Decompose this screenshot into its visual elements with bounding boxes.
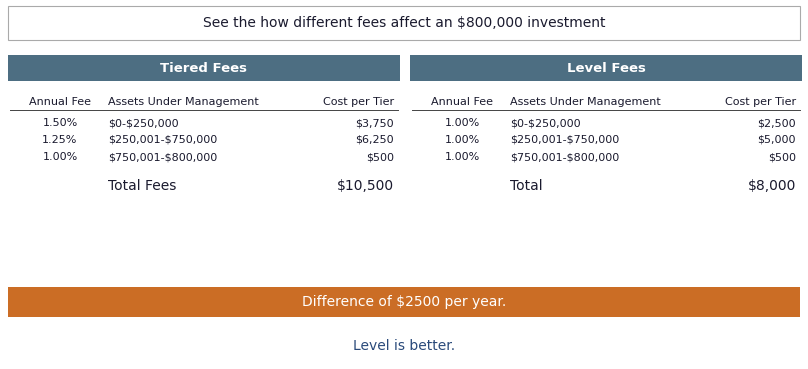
Text: \$3,750: \$3,750 (356, 118, 394, 128)
Bar (8, 6, 800, 40)
Text: \$8,000: \$8,000 (747, 179, 796, 193)
Text: \$250,001-\$750,000: \$250,001-\$750,000 (108, 135, 217, 145)
Text: Tiered Fees: Tiered Fees (161, 62, 247, 75)
Text: \$2,500: \$2,500 (757, 118, 796, 128)
Text: Cost per Tier: Cost per Tier (323, 97, 394, 107)
Text: Difference of \$2500 per year.: Difference of \$2500 per year. (302, 295, 506, 309)
Text: 1.25%: 1.25% (42, 135, 78, 145)
Text: \$500: \$500 (366, 152, 394, 162)
Text: \$0-\$250,000: \$0-\$250,000 (108, 118, 179, 128)
Text: Annual Fee: Annual Fee (431, 97, 493, 107)
Bar (410, 55, 802, 81)
Text: Assets Under Management: Assets Under Management (108, 97, 259, 107)
Text: Cost per Tier: Cost per Tier (725, 97, 796, 107)
Text: \$750,001-\$800,000: \$750,001-\$800,000 (510, 152, 619, 162)
Text: Annual Fee: Annual Fee (29, 97, 91, 107)
Text: \$10,500: \$10,500 (337, 179, 394, 193)
Text: \$750,001-\$800,000: \$750,001-\$800,000 (108, 152, 217, 162)
Text: 1.50%: 1.50% (42, 118, 78, 128)
Text: Total: Total (510, 179, 543, 193)
Text: \$5,000: \$5,000 (758, 135, 796, 145)
Text: \$6,250: \$6,250 (356, 135, 394, 145)
Text: \$250,001-\$750,000: \$250,001-\$750,000 (510, 135, 619, 145)
Bar (8, 287, 800, 317)
Text: 1.00%: 1.00% (444, 118, 480, 128)
Text: 1.00%: 1.00% (42, 152, 78, 162)
Text: \$500: \$500 (768, 152, 796, 162)
Text: Level is better.: Level is better. (353, 339, 455, 353)
Bar (8, 55, 400, 81)
Text: Total Fees: Total Fees (108, 179, 176, 193)
Text: 1.00%: 1.00% (444, 152, 480, 162)
Text: Level Fees: Level Fees (566, 62, 646, 75)
Text: 1.00%: 1.00% (444, 135, 480, 145)
Text: Assets Under Management: Assets Under Management (510, 97, 661, 107)
Text: \$0-\$250,000: \$0-\$250,000 (510, 118, 581, 128)
Text: See the how different fees affect an \$800,000 investment: See the how different fees affect an \$8… (203, 16, 605, 30)
